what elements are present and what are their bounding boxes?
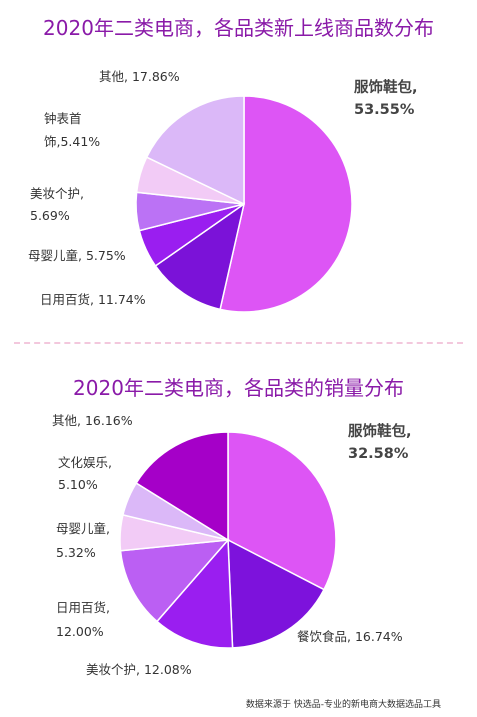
slice-label-母婴儿童: 母婴儿童, 5.32% — [56, 521, 110, 560]
pie-slice-餐饮食品 — [227, 538, 325, 649]
slice-label-文化娱乐: 文化娱乐, 5.10% — [58, 455, 112, 492]
slice-label-餐饮食品: 餐饮食品, 16.74% — [297, 629, 403, 644]
slice-label-母婴儿童: 母婴儿童, 5.75% — [28, 248, 126, 263]
slice-label-其他: 其他, 16.16% — [52, 413, 133, 428]
pie-slice-日用百货 — [154, 202, 246, 311]
pie-chart-1: 服饰鞋包, 53.55% 日用百货, 11.74% 母婴儿童, 5.75% 美妆个护, 5… — [28, 69, 418, 313]
pie-slice-日用百货 — [119, 539, 230, 623]
slice-label-其他: 其他, 17.86% — [99, 69, 180, 84]
slice-label-美妆个护: 美妆个护, 5.69% — [30, 186, 84, 223]
slice-label-服饰鞋包: 服饰鞋包, 32.58% — [348, 422, 412, 462]
pie-slice-其他 — [145, 95, 245, 206]
slice-label-服饰鞋包: 服饰鞋包, 53.55% — [354, 78, 418, 118]
chart-title-new-listings: 2020年二类电商，各品类新上线商品数分布 — [43, 16, 434, 40]
pie-slice-美妆个护 — [155, 538, 234, 649]
source-footnote: 数据来源于 快选品-专业的新电商大数据选品工具 — [245, 700, 441, 710]
pie-slice-服饰鞋包 — [219, 95, 353, 313]
pie-slice-服饰鞋包 — [227, 431, 337, 591]
slice-label-日用百货: 日用百货, 11.74% — [40, 292, 146, 307]
chart-title-sales: 2020年二类电商，各品类的销量分布 — [73, 376, 404, 400]
pie-slice-其他 — [135, 431, 229, 542]
pie-chart-2: 服饰鞋包, 32.58% 餐饮食品, 16.74% 美妆个护, 12.08% 日用百货,… — [52, 413, 412, 677]
slice-label-钟表首饰: 钟表首饰,5.41% — [44, 111, 100, 149]
dashed-divider — [14, 342, 463, 344]
slice-label-美妆个护: 美妆个护, 12.08% — [86, 662, 192, 677]
slice-label-日用百货: 日用百货, 12.00% — [56, 600, 110, 639]
